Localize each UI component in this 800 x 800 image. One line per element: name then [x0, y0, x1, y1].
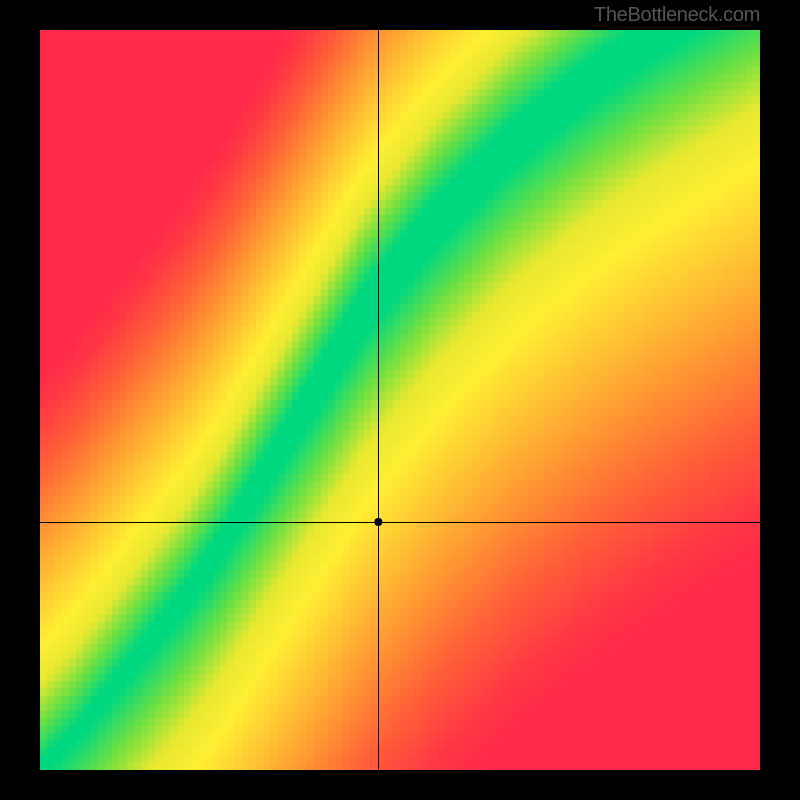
heatmap-canvas: [40, 30, 760, 770]
heatmap-plot: [40, 30, 760, 770]
watermark-text: TheBottleneck.com: [594, 4, 760, 27]
chart-container: TheBottleneck.com: [0, 0, 800, 800]
